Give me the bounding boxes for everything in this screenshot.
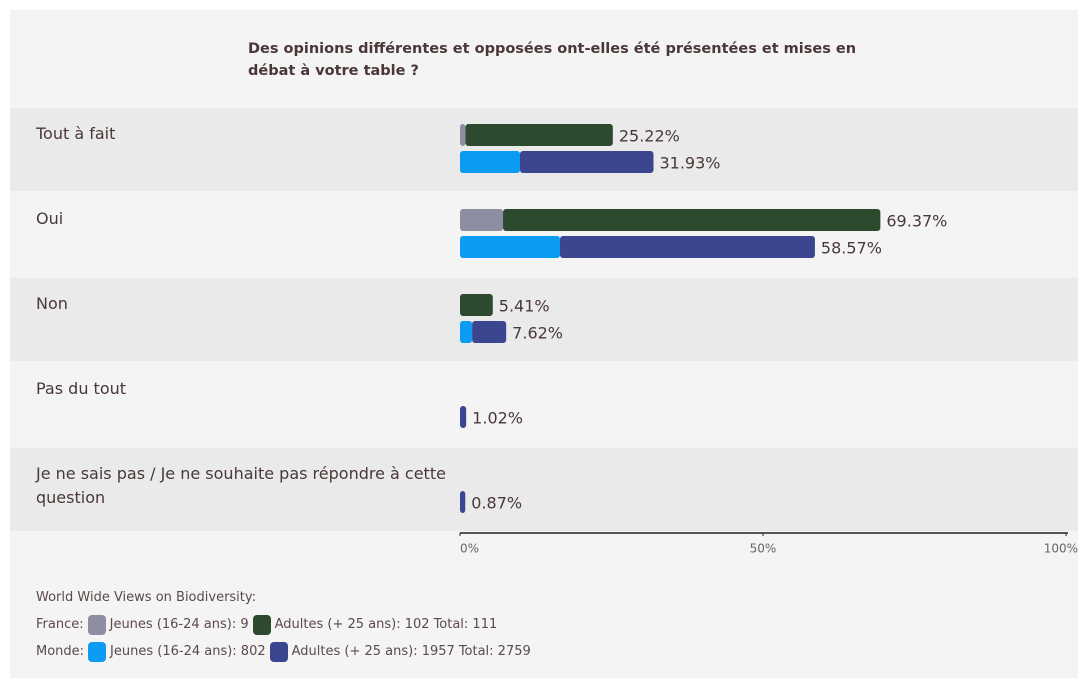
bar-segment bbox=[460, 321, 473, 343]
legend-swatch bbox=[88, 641, 107, 662]
legend-label: Jeunes (16-24 ans): 9 bbox=[109, 617, 249, 632]
x-tick-label: 50% bbox=[750, 542, 777, 556]
bar-segment bbox=[460, 124, 466, 146]
legend-row: Monde: Jeunes (16-24 ans): 802 Adultes (+ … bbox=[36, 638, 531, 665]
bar-segment bbox=[460, 491, 466, 513]
row-band bbox=[10, 108, 1078, 191]
legend: World Wide Views on Biodiversity: France… bbox=[36, 584, 531, 665]
value-label: 7.62% bbox=[512, 324, 563, 343]
x-tick-label: 100% bbox=[1044, 542, 1078, 556]
value-label: 5.41% bbox=[499, 297, 550, 316]
category-label: Je ne sais pas / Je ne souhaite pas répo… bbox=[36, 464, 446, 507]
legend-group: Monde: bbox=[36, 644, 85, 659]
legend-row: France: Jeunes (16-24 ans): 9 Adultes (+ 2… bbox=[36, 611, 531, 638]
bar-segment bbox=[460, 406, 467, 428]
value-label: 0.87% bbox=[471, 494, 522, 513]
legend-total: Total: 2759 bbox=[458, 644, 531, 659]
bar-segment bbox=[460, 236, 560, 258]
row-band bbox=[10, 278, 1078, 361]
legend-label: Jeunes (16-24 ans): 802 bbox=[110, 644, 266, 659]
legend-swatch bbox=[269, 641, 288, 662]
bar-segment bbox=[460, 294, 493, 316]
legend-label: Adultes (+ 25 ans): 1957 bbox=[291, 644, 455, 659]
category-label: Pas du tout bbox=[36, 379, 127, 398]
chart-title: Des opinions différentes et opposées ont… bbox=[248, 41, 857, 79]
legend-swatch bbox=[252, 614, 271, 635]
legend-group: France: bbox=[36, 617, 84, 632]
legend-total: Total: 111 bbox=[433, 617, 498, 632]
value-label: 69.37% bbox=[886, 212, 947, 231]
bar-segment bbox=[559, 236, 815, 258]
category-label: Non bbox=[36, 294, 68, 313]
legend-swatch bbox=[87, 614, 106, 635]
legend-label: Adultes (+ 25 ans): 102 bbox=[274, 617, 430, 632]
value-label: 1.02% bbox=[472, 409, 523, 428]
bar-segment bbox=[503, 209, 881, 231]
bar-segment bbox=[465, 124, 613, 146]
bar-segment bbox=[472, 321, 507, 343]
chart: 25.22% 31.93% 69.37%58.57% 5.41% 7.62% 1.02% 0… bbox=[10, 108, 1078, 556]
bar-segment bbox=[460, 209, 504, 231]
row-band bbox=[10, 448, 1078, 531]
value-label: 31.93% bbox=[659, 154, 720, 173]
category-label: Oui bbox=[36, 209, 64, 228]
bar-segment bbox=[519, 151, 654, 173]
chart-panel: Des opinions différentes et opposées ont… bbox=[10, 10, 1078, 678]
value-label: 25.22% bbox=[619, 127, 680, 146]
x-tick-label: 0% bbox=[460, 542, 479, 556]
row-band bbox=[10, 363, 1078, 446]
source: World Wide Views on Biodiversity: bbox=[36, 590, 257, 605]
bar-segment bbox=[460, 151, 520, 173]
category-label: Tout à fait bbox=[36, 124, 116, 143]
value-label: 58.57% bbox=[821, 239, 882, 258]
row-band bbox=[10, 193, 1078, 276]
